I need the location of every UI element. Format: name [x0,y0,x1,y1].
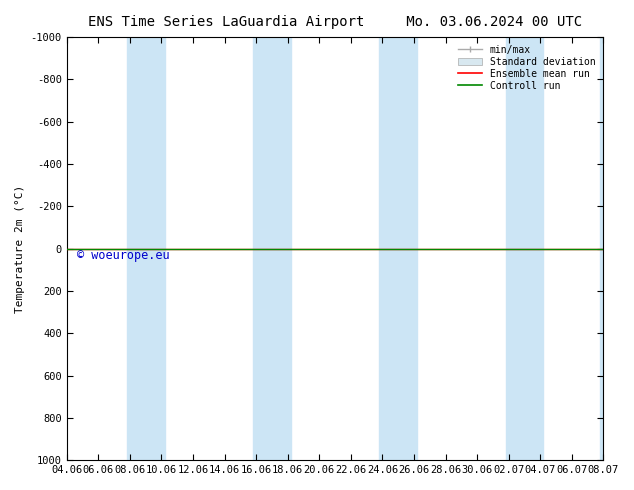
Bar [253,37,291,460]
Y-axis label: Temperature 2m (°C): Temperature 2m (°C) [15,185,25,313]
Bar [127,37,165,460]
Legend: min/max, Standard deviation, Ensemble mean run, Controll run: min/max, Standard deviation, Ensemble me… [455,42,598,94]
Bar [600,37,619,460]
Title: ENS Time Series LaGuardia Airport     Mo. 03.06.2024 00 UTC: ENS Time Series LaGuardia Airport Mo. 03… [88,15,582,29]
Bar [379,37,417,460]
Bar [505,37,543,460]
Text: © woeurope.eu: © woeurope.eu [77,248,170,262]
